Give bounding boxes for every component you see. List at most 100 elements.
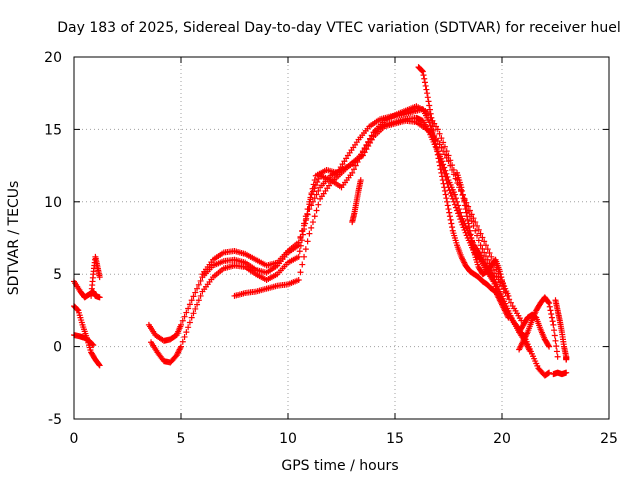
data-point: [451, 191, 458, 198]
series-arc-g: [231, 117, 512, 299]
data-point: [426, 102, 433, 109]
data-point: [95, 361, 102, 368]
data-point: [96, 362, 103, 369]
data-point: [499, 279, 506, 286]
data-point: [431, 132, 438, 139]
data-point: [89, 341, 96, 348]
data-point: [361, 146, 368, 153]
series-arc-a: [71, 278, 103, 301]
data-point: [311, 213, 318, 220]
x-tick-label: 25: [600, 431, 618, 447]
data-point: [352, 162, 359, 169]
data-point: [496, 268, 503, 275]
series-arc-f: [148, 114, 533, 366]
data-point: [458, 184, 465, 191]
data-point: [301, 253, 308, 260]
data-point: [505, 314, 512, 321]
data-point: [449, 224, 456, 231]
data-point: [192, 289, 199, 296]
series-arc-k: [454, 169, 508, 292]
data-point: [302, 217, 309, 224]
data-point: [484, 246, 491, 253]
data-point: [315, 175, 322, 182]
data-point: [181, 313, 188, 320]
data-point: [441, 143, 448, 150]
data-point: [436, 162, 443, 169]
data-point: [462, 206, 469, 213]
data-point: [311, 185, 318, 192]
data-point: [178, 321, 184, 328]
data-point: [436, 130, 443, 137]
data-point: [433, 144, 440, 151]
data-point: [424, 90, 431, 97]
data-point: [445, 206, 452, 213]
x-tick-label: 15: [386, 431, 404, 447]
data-point: [297, 269, 304, 276]
series-arc-d: [88, 253, 103, 299]
data-point: [439, 158, 446, 165]
data-point: [313, 207, 320, 214]
data-point: [456, 206, 463, 213]
data-point: [448, 220, 455, 227]
data-point: [90, 342, 97, 349]
data-point: [363, 142, 370, 149]
data-point: [465, 220, 472, 227]
data-point: [435, 155, 442, 162]
data-point: [472, 219, 479, 226]
data-point: [474, 232, 481, 239]
data-point: [469, 242, 476, 249]
data-point: [482, 242, 489, 249]
data-point: [546, 300, 553, 307]
data-point: [427, 110, 434, 117]
data-point: [497, 271, 504, 278]
data-point: [546, 303, 553, 310]
data-point: [420, 72, 427, 79]
data-point: [430, 127, 437, 134]
data-point: [368, 132, 375, 139]
data-point: [482, 253, 489, 260]
data-point: [447, 157, 454, 164]
data-point: [183, 309, 190, 316]
data-point: [308, 202, 315, 209]
data-point: [295, 276, 302, 283]
data-point: [179, 317, 186, 324]
data-point: [501, 285, 508, 292]
data-point: [197, 292, 204, 299]
data-point: [434, 148, 441, 155]
data-point: [309, 219, 316, 226]
data-point: [188, 314, 195, 321]
data-point: [468, 235, 475, 241]
data-point: [442, 191, 449, 198]
series-arc-n: [552, 297, 570, 363]
data-point: [437, 166, 444, 173]
data-point: [434, 151, 441, 158]
data-point: [96, 294, 103, 301]
data-point: [468, 218, 475, 225]
data-point: [421, 75, 428, 82]
data-point: [444, 198, 451, 205]
data-point: [477, 242, 484, 249]
data-point: [440, 161, 447, 168]
data-point: [498, 274, 505, 281]
data-point: [457, 209, 464, 216]
data-point: [486, 249, 493, 256]
data-point: [448, 193, 455, 200]
data-point: [493, 273, 500, 280]
data-point: [551, 327, 558, 334]
data-point: [359, 149, 366, 156]
data-point: [447, 190, 454, 197]
data-point: [481, 238, 488, 245]
data-point: [295, 253, 302, 260]
data-point: [434, 126, 441, 133]
data-point: [349, 169, 356, 176]
data-point: [315, 201, 322, 208]
data-point: [441, 164, 448, 171]
y-tick-label: 10: [44, 195, 62, 211]
data-point: [461, 202, 468, 209]
data-point: [304, 238, 311, 245]
x-tick-label: 20: [493, 431, 511, 447]
data-point: [460, 195, 467, 202]
data-point: [441, 151, 448, 158]
data-point: [313, 191, 320, 198]
